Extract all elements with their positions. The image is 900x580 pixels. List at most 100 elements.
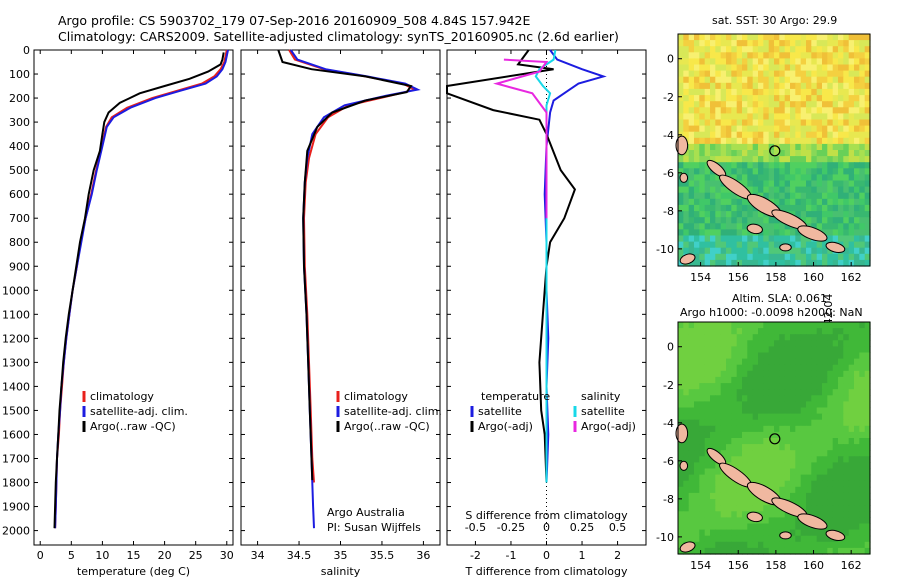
map-cell [838, 107, 844, 114]
map-cell [795, 235, 802, 243]
map-cell [827, 511, 834, 518]
map-cell [848, 180, 855, 188]
map-cell [795, 253, 802, 261]
map-cell [747, 247, 754, 255]
map-cell [678, 95, 684, 102]
map-cell [827, 431, 834, 439]
map-cell [822, 180, 828, 188]
map-cell [822, 529, 828, 537]
map-cell [795, 407, 802, 415]
map-cell [864, 444, 871, 451]
map-cell [742, 413, 748, 421]
map-cell [752, 119, 759, 127]
map-cell [806, 70, 812, 78]
map-cell [736, 389, 743, 396]
map-cell [859, 52, 866, 59]
map-cell [758, 253, 764, 261]
map-cell [758, 46, 764, 53]
map-cell [822, 364, 828, 372]
map-cell [704, 241, 711, 249]
map-cell [827, 40, 834, 47]
map-x-tick-label: 162 [841, 559, 862, 572]
map-cell [726, 425, 732, 433]
map-cell [726, 107, 732, 114]
map-y-tick-label: -10 [656, 531, 674, 544]
map-cell [779, 358, 786, 366]
map-cell [683, 395, 690, 402]
map-cell [731, 192, 738, 200]
map-cell [795, 241, 802, 249]
map-cell [816, 431, 823, 439]
map-cell [864, 174, 871, 182]
map-cell [816, 82, 823, 90]
map-cell [699, 186, 706, 194]
map-cell [699, 259, 706, 267]
top-axis-label: S difference from climatology [465, 509, 628, 522]
map-cell [774, 419, 780, 427]
map-cell [688, 499, 695, 506]
map-cell [843, 150, 850, 157]
map-cell [832, 462, 839, 470]
map-cell [758, 168, 764, 175]
map-cell [800, 150, 807, 157]
map-cell [694, 438, 700, 445]
x-tick-label: 20 [158, 549, 172, 562]
map-cell [763, 468, 770, 476]
map-cell [854, 346, 860, 354]
map-cell [683, 113, 690, 121]
map-cell [694, 346, 700, 354]
map-cell [704, 541, 711, 549]
map-cell [715, 113, 722, 121]
map-cell [784, 407, 791, 415]
map-cell [800, 547, 807, 555]
map-cell [774, 407, 780, 415]
map-cell [832, 413, 839, 421]
map-cell [699, 235, 706, 243]
map-cell [699, 499, 706, 506]
map-cell [715, 376, 722, 384]
map-cell [806, 137, 812, 145]
map-cell [854, 340, 860, 347]
map-cell [854, 468, 860, 476]
map-cell [726, 376, 732, 384]
map-cell [790, 383, 796, 390]
map-cell [784, 95, 791, 102]
map-cell [736, 137, 743, 145]
map-cell [827, 499, 834, 506]
map-cell [715, 143, 722, 151]
map-cell [784, 70, 791, 78]
map-cell [774, 444, 780, 451]
map-cell [683, 523, 690, 531]
map-cell [832, 431, 839, 439]
map-cell [838, 186, 844, 194]
map-cell [806, 125, 812, 133]
map-y-tick-label: -6 [663, 167, 674, 180]
map-cell [715, 444, 722, 451]
map-cell [779, 223, 786, 230]
map-cell [704, 535, 711, 543]
map-cell [822, 253, 828, 261]
map-cell [806, 168, 812, 175]
map-cell [848, 198, 855, 206]
map-cell [800, 407, 807, 415]
map-cell [752, 217, 759, 224]
map-cell [811, 64, 818, 72]
map-cell [731, 119, 738, 127]
map-cell [699, 547, 706, 555]
map-cell [763, 113, 770, 121]
map-cell [800, 217, 807, 224]
map-cell [800, 322, 807, 329]
map-cell [827, 395, 834, 402]
map-cell [742, 523, 748, 531]
map-cell [827, 450, 834, 457]
map-cell [768, 131, 775, 139]
map-cell [848, 474, 855, 482]
map-cell [731, 125, 738, 133]
map-cell [827, 334, 834, 341]
map-cell [838, 431, 844, 439]
map-cell [736, 64, 743, 72]
map-cell [774, 340, 780, 347]
map-cell [726, 499, 732, 506]
map-cell [864, 229, 871, 237]
map-cell [854, 174, 860, 182]
